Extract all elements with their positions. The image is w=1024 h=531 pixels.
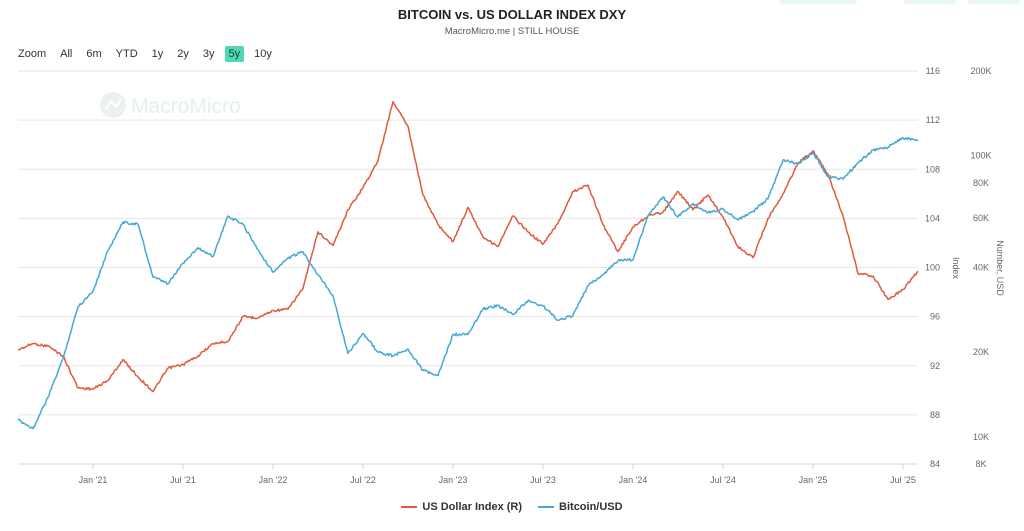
zoom-ytd-button[interactable]: YTD (115, 48, 138, 60)
zoom-3y-button[interactable]: 3y (202, 48, 215, 60)
zoom-5y-button[interactable]: 5y (224, 46, 245, 62)
y-left-tick-label: 104 (925, 213, 940, 223)
zoom-6m-button[interactable]: 6m (86, 48, 102, 60)
dxy-series-line[interactable] (17, 100, 919, 393)
x-tick-label: Jul '25 (890, 475, 916, 485)
x-tick-label: Jul '23 (530, 475, 556, 485)
zoom-2y-button[interactable]: 2y (177, 48, 189, 60)
legend-item-btc[interactable]: Bitcoin/USD (538, 501, 623, 513)
legend-swatch-dxy (401, 506, 418, 508)
y-axis-right: 8K 10K 20K 40K 60K 80K 100K 200K (970, 66, 991, 469)
y-left-tick-label: 92 (930, 361, 940, 371)
grid-lines (18, 70, 918, 465)
y-left-tick-label: 116 (926, 66, 940, 76)
x-tick-label: Jul '22 (350, 475, 376, 485)
y-axis-right-label: Number, USD (995, 240, 1005, 296)
legend-label-dxy: US Dollar Index (R) (422, 501, 523, 513)
y-right-tick-label: 100K (970, 151, 991, 161)
x-tick-label: Jul '21 (170, 475, 196, 485)
y-right-tick-label: 80K (973, 178, 989, 188)
legend-swatch-btc (538, 506, 555, 508)
x-tick-label: Jan '23 (439, 475, 468, 485)
x-tick-label: Jan '22 (259, 475, 288, 485)
x-tick-label: Jan '21 (79, 475, 108, 485)
y-right-tick-label: 20K (973, 347, 989, 357)
y-right-tick-label: 40K (973, 263, 989, 273)
y-left-tick-label: 100 (925, 263, 940, 273)
top-toolbar-button[interactable] (968, 0, 1020, 4)
y-left-tick-label: 88 (930, 410, 940, 420)
watermark-logo: MacroMicro (100, 92, 241, 118)
watermark-icon (100, 92, 126, 118)
zoom-10y-button[interactable]: 10y (254, 48, 272, 60)
legend-item-dxy[interactable]: US Dollar Index (R) (401, 501, 522, 513)
series-lines (17, 100, 919, 430)
x-tick-label: Jan '25 (799, 475, 828, 485)
zoom-1y-button[interactable]: 1y (151, 48, 164, 60)
y-left-tick-label: 112 (926, 115, 940, 125)
y-right-tick-label: 200K (970, 66, 991, 76)
y-right-tick-label: 10K (973, 432, 989, 442)
watermark-text: MacroMicro (131, 95, 241, 118)
top-toolbar-button[interactable] (805, 0, 857, 4)
bitcoin-series-line[interactable] (17, 136, 919, 430)
y-left-tick-label: 96 (930, 312, 940, 322)
zoom-all-button[interactable]: All (60, 48, 73, 60)
top-toolbar-button[interactable] (904, 0, 956, 4)
zoom-toolbar: Zoom All 6m YTD 1y 2y 3y 5y 10y (18, 46, 282, 62)
y-left-tick-label: 84 (930, 459, 940, 469)
zoom-label: Zoom (18, 48, 47, 60)
y-left-tick-label: 108 (925, 164, 940, 174)
y-right-tick-label: 60K (973, 213, 989, 223)
x-tick-label: Jul '24 (710, 475, 736, 485)
y-axis-left: 84 88 92 96 100 104 108 112 116 (925, 66, 940, 469)
y-right-tick-label: 8K (975, 459, 986, 469)
chart-subtitle: MacroMicro.me | STILL HOUSE (444, 26, 580, 37)
chart-title: BITCOIN vs. US DOLLAR INDEX DXY (397, 7, 627, 22)
y-axis-left-label: Index (951, 257, 961, 280)
x-axis: Jan '21 Jul '21 Jan '22 Jul '22 Jan '23 Jul '… (79, 464, 916, 485)
legend: US Dollar Index (R) Bitcoin/USD (0, 501, 1024, 513)
legend-label-btc: Bitcoin/USD (559, 501, 623, 513)
x-tick-label: Jan '24 (619, 475, 648, 485)
